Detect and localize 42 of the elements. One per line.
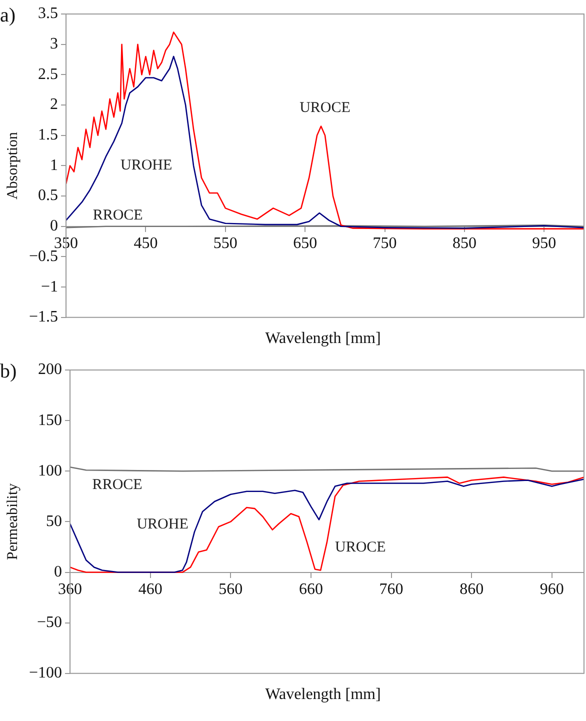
y-tick-label: 100 xyxy=(38,462,62,480)
x-tick-label: 660 xyxy=(298,581,323,598)
y-tick-label: 2.5 xyxy=(38,66,58,83)
x-tick-label: 560 xyxy=(218,581,243,598)
series-label: UROHE xyxy=(120,158,172,174)
chart-title: a) xyxy=(0,4,16,26)
x-tick-label: 850 xyxy=(452,235,476,252)
x-axis-title: Wavelength [mm] xyxy=(264,686,382,704)
x-tick-label: 860 xyxy=(460,581,484,598)
series-label: UROCE xyxy=(300,100,350,116)
y-tick-label: 2 xyxy=(50,96,58,114)
x-tick-label: 360 xyxy=(58,581,82,598)
y-tick-label: 150 xyxy=(38,412,62,429)
y-tick-label: 50 xyxy=(46,512,62,530)
y-axis-title: Absorption xyxy=(4,131,21,200)
y-tick-label: 0 xyxy=(50,218,58,235)
y-tick-label: 3.5 xyxy=(38,5,58,22)
series-label: RROCE xyxy=(92,477,142,494)
y-tick-label: 0 xyxy=(54,563,62,580)
y-tick-label: 0.5 xyxy=(38,187,58,204)
y-tick-label: 1.5 xyxy=(38,126,58,144)
x-tick-label: 460 xyxy=(138,581,162,598)
x-tick-label: 650 xyxy=(293,235,318,252)
y-tick-label: 200 xyxy=(38,361,62,378)
y-tick-label: −100 xyxy=(28,664,62,682)
series-label: UROCE xyxy=(335,539,386,556)
series-label: UROHE xyxy=(136,516,188,533)
y-tick-label: −1 xyxy=(40,278,58,296)
series-label: RROCE xyxy=(92,208,143,224)
x-tick-label: 450 xyxy=(134,235,158,252)
y-axis-title: Permeability xyxy=(4,482,21,560)
y-tick-label: −1.5 xyxy=(28,308,58,326)
y-tick-label: 3 xyxy=(50,36,58,53)
y-tick-label: 1 xyxy=(50,156,58,174)
x-tick-label: 550 xyxy=(213,235,238,252)
y-tick-label: −50 xyxy=(36,614,62,632)
x-tick-label: 750 xyxy=(372,235,397,252)
x-tick-label: 760 xyxy=(379,581,404,598)
chart-title: b) xyxy=(0,360,17,382)
x-axis-title: Wavelength [mm] xyxy=(264,330,382,348)
x-tick-label: 950 xyxy=(532,235,556,252)
x-tick-label: 960 xyxy=(540,581,564,598)
